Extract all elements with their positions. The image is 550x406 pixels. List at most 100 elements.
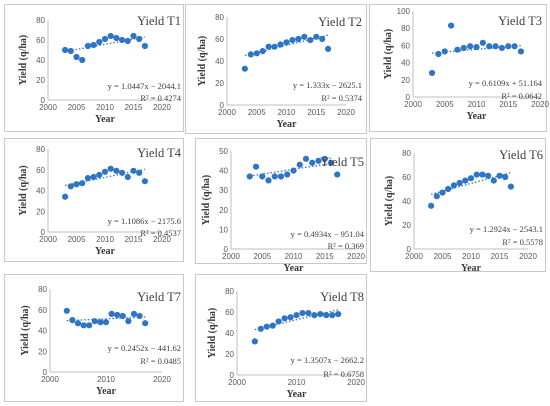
chart-title: Yield T1 bbox=[137, 14, 181, 28]
data-point bbox=[448, 22, 455, 29]
y-tick-label: 40 bbox=[36, 187, 45, 196]
trend-line bbox=[249, 161, 338, 177]
data-point bbox=[113, 34, 120, 42]
data-point bbox=[329, 312, 336, 319]
data-point bbox=[246, 173, 253, 180]
y-tick-label: 40 bbox=[401, 59, 410, 68]
y-tick-label: 0 bbox=[406, 93, 411, 102]
data-point bbox=[289, 37, 296, 44]
trend-equation: y = 1.2924x − 2543.1 bbox=[470, 224, 543, 234]
data-point bbox=[293, 312, 300, 319]
r-squared-label: R² = 0.4537 bbox=[140, 228, 181, 238]
data-point bbox=[473, 44, 480, 51]
data-point bbox=[511, 43, 518, 50]
x-tick-label: 2020 bbox=[519, 252, 537, 261]
data-point bbox=[287, 314, 294, 321]
x-tick-label: 2000 bbox=[41, 375, 59, 384]
data-point bbox=[325, 45, 332, 53]
y-tick-label: 100 bbox=[397, 7, 411, 16]
data-point bbox=[101, 35, 109, 43]
r-squared-label: R² = 0.4274 bbox=[140, 93, 181, 103]
chart-title: Yield T5 bbox=[320, 155, 364, 169]
data-point bbox=[130, 32, 137, 40]
data-point bbox=[290, 167, 297, 174]
data-point bbox=[101, 168, 109, 175]
y-tick-label: 80 bbox=[215, 13, 224, 22]
x-axis-title: Year bbox=[461, 263, 482, 274]
data-point bbox=[80, 322, 87, 329]
y-tick-label: 10 bbox=[219, 225, 228, 234]
data-point bbox=[124, 173, 131, 181]
y-tick-label: 40 bbox=[36, 56, 45, 65]
data-point bbox=[505, 43, 512, 50]
y-tick-label: 80 bbox=[36, 16, 45, 25]
x-tick-label: 2015 bbox=[491, 252, 509, 261]
data-point bbox=[96, 38, 103, 46]
data-point bbox=[433, 193, 440, 200]
x-tick-label: 2020 bbox=[347, 378, 365, 387]
chart-svg: 0 20 40 60 80 100 2000 2005 2010 2015 2020 Year Yiel… bbox=[383, 7, 549, 122]
data-point bbox=[114, 311, 121, 319]
y-tick-label: 60 bbox=[38, 306, 47, 315]
data-point bbox=[108, 310, 115, 317]
y-axis-title: Yield (q/ha) bbox=[201, 175, 212, 225]
x-tick-label: 2020 bbox=[153, 375, 171, 384]
data-point bbox=[435, 50, 442, 58]
y-tick-label: 20 bbox=[401, 76, 410, 85]
y-axis-title: Yield (q/ha) bbox=[18, 35, 29, 85]
data-point bbox=[299, 309, 306, 317]
data-point bbox=[311, 312, 318, 319]
chart-title: Yield T2 bbox=[318, 15, 362, 29]
data-point bbox=[498, 44, 505, 52]
y-tick-label: 0 bbox=[220, 101, 225, 110]
data-point bbox=[496, 172, 503, 179]
data-point bbox=[73, 53, 80, 61]
data-point bbox=[84, 42, 91, 50]
x-tick-label: 2010 bbox=[462, 252, 480, 261]
y-tick-label: 80 bbox=[402, 149, 411, 158]
trend-equation: y = 0.2452x − 441.62 bbox=[108, 343, 181, 353]
r-squared-label: R² = 0.0642 bbox=[501, 91, 542, 101]
data-point bbox=[247, 51, 254, 58]
r-squared-label: R² = 0.5578 bbox=[502, 237, 543, 247]
data-point bbox=[296, 161, 303, 168]
data-point bbox=[302, 155, 310, 162]
data-point bbox=[305, 309, 312, 317]
trend-equation: y = 1.1086x − 2175.6 bbox=[108, 216, 181, 226]
y-tick-label: 20 bbox=[402, 221, 411, 230]
data-point bbox=[130, 167, 137, 174]
data-point bbox=[327, 159, 335, 166]
x-axis-title: Year bbox=[467, 111, 488, 122]
data-point bbox=[454, 46, 461, 53]
x-tick-label: 2005 bbox=[436, 100, 454, 109]
data-point bbox=[265, 177, 272, 184]
r-squared-label: R² = 0.369 bbox=[328, 241, 364, 251]
y-tick-label: 40 bbox=[38, 327, 47, 336]
r-squared-label: R² = 0.5374 bbox=[321, 93, 362, 103]
y-tick-label: 0 bbox=[230, 371, 235, 380]
data-point bbox=[107, 32, 114, 40]
data-point bbox=[479, 171, 486, 178]
data-point bbox=[102, 319, 110, 326]
trend-equation: y = 1.333x − 2625.1 bbox=[293, 80, 362, 90]
chart-svg: 0 20 40 60 80 2000 2010 2020 Year Yield (q/ha) Yie… bbox=[20, 285, 181, 397]
y-tick-label: 20 bbox=[38, 347, 47, 356]
y-tick-label: 80 bbox=[36, 145, 45, 154]
data-point bbox=[259, 173, 266, 180]
y-tick-label: 0 bbox=[224, 245, 229, 254]
data-point bbox=[73, 181, 80, 188]
y-tick-label: 20 bbox=[225, 350, 234, 359]
x-tick-label: 2010 bbox=[97, 375, 115, 384]
chart-panel-4: 0 20 40 60 80 2000 2005 2010 2015 2020 Year Yield (… bbox=[4, 138, 184, 262]
data-point bbox=[136, 312, 143, 320]
y-axis-title: Yield (q/ha) bbox=[20, 305, 31, 355]
r-squared-label: R² = 0.0485 bbox=[140, 356, 181, 366]
data-point bbox=[125, 318, 132, 325]
data-point bbox=[307, 37, 314, 44]
data-point bbox=[441, 48, 448, 55]
x-tick-label: 2020 bbox=[153, 103, 171, 112]
data-point bbox=[271, 173, 278, 180]
x-axis-title: Year bbox=[287, 389, 308, 400]
x-tick-label: 2020 bbox=[531, 100, 549, 109]
data-point bbox=[63, 307, 70, 314]
